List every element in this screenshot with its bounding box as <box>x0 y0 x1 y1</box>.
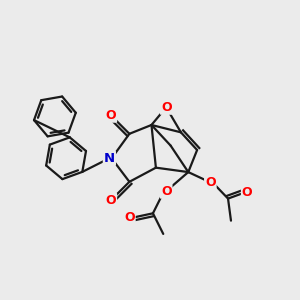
Text: O: O <box>106 194 116 207</box>
Text: O: O <box>161 101 172 114</box>
Text: O: O <box>106 109 116 122</box>
Text: N: N <box>104 152 115 165</box>
Text: O: O <box>242 186 253 199</box>
Text: O: O <box>124 211 135 224</box>
Text: O: O <box>205 176 216 189</box>
Text: O: O <box>161 185 172 198</box>
